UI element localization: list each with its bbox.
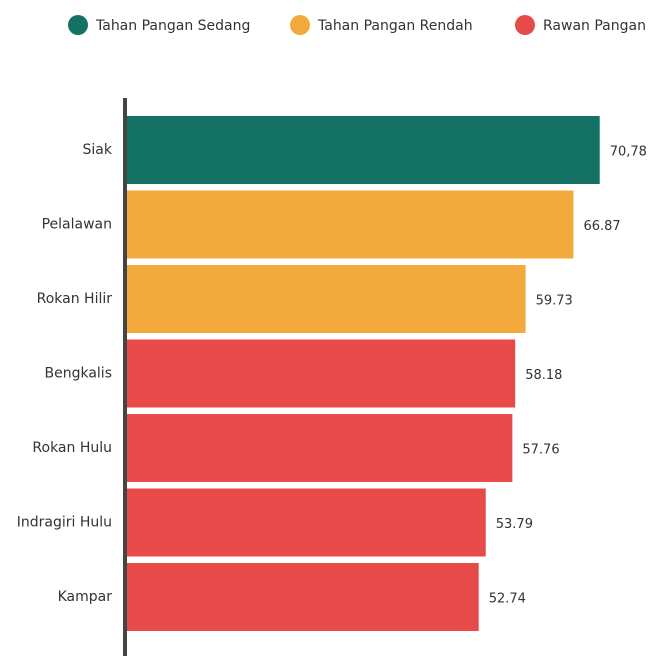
y-tick-label: Indragiri Hulu [17,515,112,531]
y-tick-label: Pelalawan [42,217,112,233]
legend-label: Rawan Pangan [543,18,646,34]
bar [125,414,513,482]
value-label: 70,78 [610,145,647,160]
value-label: 52.74 [489,592,526,607]
y-tick-label: Rokan Hulu [32,440,112,456]
value-label: 57.76 [522,443,559,458]
y-tick-label: Rokan Hilir [37,291,113,307]
bar [125,488,486,557]
value-label: 58.18 [525,368,562,383]
legend-marker [515,15,535,35]
bar [125,190,574,259]
bar [125,116,600,184]
value-label: 66.87 [583,219,620,234]
value-label: 53.79 [496,517,533,532]
legend-marker [290,15,310,35]
y-tick-label: Kampar [58,589,113,605]
legend-marker [68,15,88,35]
y-tick-label: Siak [83,142,113,158]
y-tick-label: Bengkalis [45,366,113,382]
legend-label: Tahan Pangan Rendah [317,18,473,34]
value-label: 59.73 [536,294,573,309]
bar [125,563,479,631]
bar [125,339,516,408]
bar [125,265,526,333]
legend-label: Tahan Pangan Sedang [95,18,250,34]
